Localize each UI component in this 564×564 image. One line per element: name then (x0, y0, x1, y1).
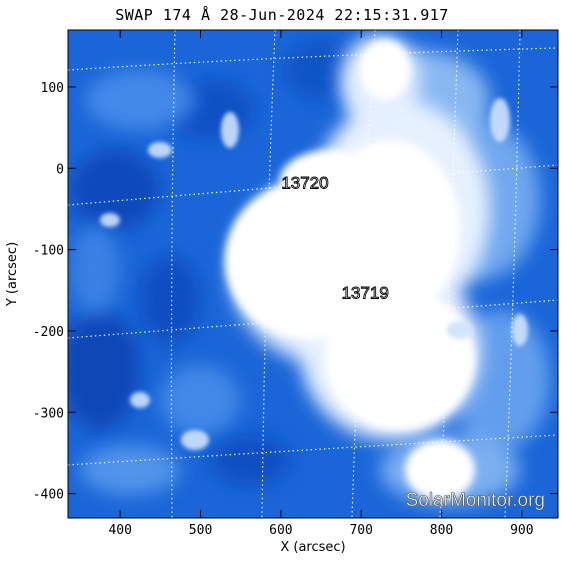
y-tick-label: -100 (33, 244, 64, 259)
region-labels: 13720 13719 (281, 173, 389, 303)
x-tick-label: 700 (349, 523, 372, 538)
active-region-label: 13719 (342, 283, 389, 302)
y-tick-label: -200 (33, 325, 64, 340)
x-tick-label: 600 (269, 523, 292, 538)
x-tick-label: 500 (189, 523, 212, 538)
active-region-label: 13720 (281, 174, 328, 193)
x-axis-label: X (arcsec) (280, 540, 345, 555)
x-tick-label: 800 (430, 523, 453, 538)
coordinate-grid (68, 30, 558, 518)
y-tick-label: 0 (56, 162, 64, 177)
plot-frame (67, 29, 559, 519)
y-tick-label: -400 (33, 488, 64, 503)
y-axis-label: Y (arcsec) (5, 242, 20, 307)
y-axis: 100 0 -100 -200 -300 -400 (33, 81, 558, 503)
x-axis: 400 500 600 700 800 900 (108, 30, 534, 538)
solar-emission-image (68, 30, 558, 518)
x-tick-label: 400 (108, 523, 131, 538)
y-tick-label: -300 (33, 406, 64, 421)
watermark: SolarMonitor.org (406, 490, 545, 511)
image-title: SWAP 174 Å 28-Jun-2024 22:15:31.917 (115, 6, 449, 24)
x-tick-label: 900 (510, 523, 533, 538)
y-tick-label: 100 (41, 81, 64, 96)
